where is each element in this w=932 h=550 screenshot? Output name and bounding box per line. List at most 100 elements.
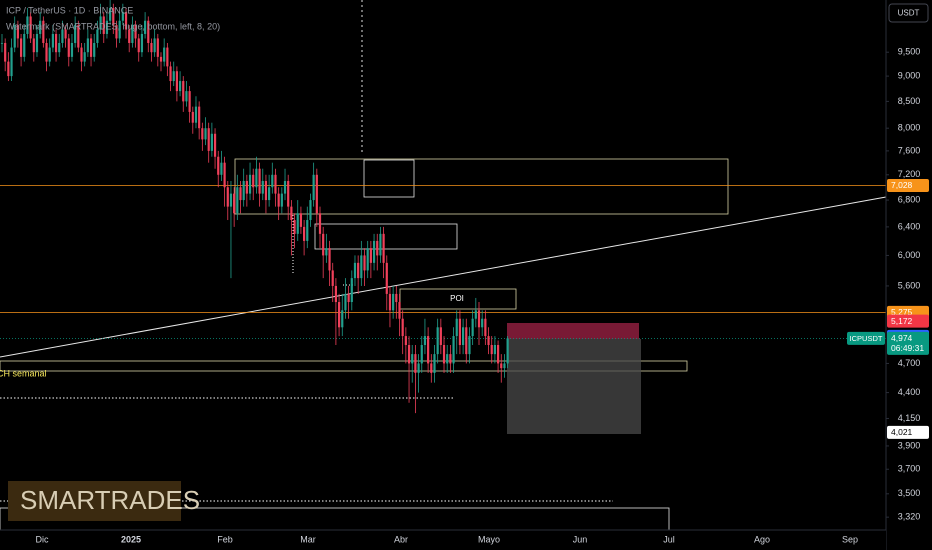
candle-body [264,180,268,201]
candle-body [255,168,258,188]
candle-body [7,61,10,77]
candle-body [449,354,452,364]
candle-body [287,180,290,207]
candle-body [334,285,337,303]
candle-body [26,16,29,34]
candle-body [245,180,248,194]
candle-body [309,200,312,221]
header-title: ICP / TetherUS · 1D · BINANCE [6,5,133,15]
header-indicator: Watermark (SMARTRADES, huge, bottom, lef… [6,21,220,31]
candle-body [89,38,93,57]
price-tag-label: 5,275 [891,307,913,317]
y-tick-label: 7,600 [898,145,921,155]
candle-body [213,133,217,157]
candle-body [315,174,318,214]
y-tick-label: 5,600 [898,280,921,290]
zone-box [363,159,415,198]
candles [0,0,509,414]
candle-body [19,38,23,57]
candle-body [344,293,347,311]
candle-body [93,42,96,57]
price-tag-label: 7,028 [891,180,913,190]
candle-body [220,162,223,175]
candle-body [477,310,481,328]
y-tick-label: 3,900 [898,440,921,450]
candle-body [54,33,58,53]
price-axis [886,0,932,550]
candle-body [32,38,35,53]
y-axis: 9,500 9,000 8,500 8,000 7,600 7,200 6,800 6,400… [886,47,920,522]
candle-body [277,193,280,207]
y-tick-label: 3,320 [898,512,921,522]
candle-body [360,255,363,279]
candle-body [493,344,496,355]
candle-body [42,20,45,43]
candle-body [353,262,357,279]
candle-body [198,106,201,129]
candle-body [341,310,344,328]
symbol-label: ICPUSDT [850,334,883,343]
y-tick-label: 6,000 [898,250,921,260]
candle-body [29,16,32,39]
candle-body [290,206,293,221]
price-tag [887,314,929,328]
candle-body [118,20,121,39]
candle-body [455,318,458,337]
y-tick-label: 4,700 [898,358,921,368]
candle-body [366,248,369,271]
candle-body [121,12,124,21]
candle-body [223,162,226,188]
candle-body [420,344,423,364]
candle-body [217,156,220,175]
candle-body [331,270,334,286]
y-tick-label: 8,000 [898,123,921,133]
currency-button[interactable] [888,3,929,23]
candle-body [61,29,64,43]
y-tick-label: 9,000 [898,70,921,80]
candle-body [427,336,430,364]
poi-box [399,288,517,310]
candle-body [318,213,322,234]
candle-body [163,47,166,62]
candle-body [496,344,500,364]
candle-body [382,233,385,263]
candle-body [322,233,325,256]
candle-body [137,38,140,53]
candle-body [23,33,26,57]
candle-body [175,71,178,92]
ch-label: CH semanal [0,368,47,378]
candle-body [140,33,144,53]
candle-body [128,29,131,43]
candle-body [194,106,198,123]
x-tick-label: Dic [36,534,49,544]
candle-body [484,318,487,337]
candle-body [58,42,61,53]
ch-zone [0,360,688,372]
candle-body [274,174,277,194]
candle-body [10,47,13,77]
candle-body [404,336,407,345]
x-tick-label: 2025 [121,534,141,544]
candle-body [465,327,468,355]
y-tick-label: 4,150 [898,413,921,423]
candle-body [439,327,442,345]
x-tick-label: Ago [754,534,770,544]
zone-box [234,158,729,215]
candle-body [462,327,465,345]
candle-body [299,213,303,227]
x-tick-label: Jul [663,534,675,544]
candle-body [242,180,245,201]
currency-label: USDT [898,9,920,18]
symbol-tag [847,331,885,345]
candle-body [347,293,350,303]
x-axis: Dic 2025 Feb Mar Abr Mayo Jun Jul Ago Sep [36,534,859,544]
candle-body [280,193,283,207]
candle-body [147,20,150,43]
candle-body [67,38,70,57]
y-tick-label: 3,500 [898,488,921,498]
candle-body [144,20,147,34]
candle-body [74,25,77,43]
candle-body [417,363,420,373]
x-tick-label: Mar [300,534,316,544]
